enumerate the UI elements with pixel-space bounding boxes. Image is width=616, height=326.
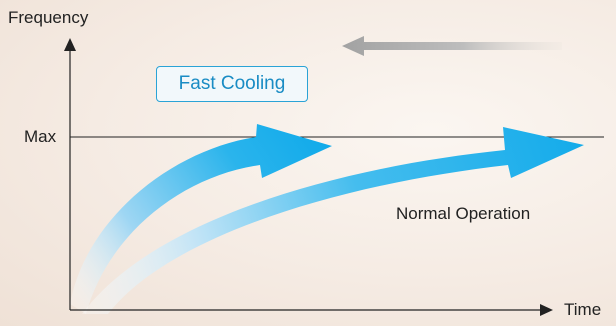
- max-label: Max: [24, 127, 57, 146]
- direction-arrow-icon: [342, 36, 562, 56]
- y-axis-arrow-icon: [64, 38, 76, 51]
- fast-cooling-arrow: [70, 124, 332, 314]
- normal-operation-label: Normal Operation: [396, 204, 531, 223]
- x-axis-label: Time: [564, 300, 602, 319]
- normal-operation-arrow: [82, 127, 584, 314]
- y-axis-label: Frequency: [8, 8, 89, 27]
- fast-cooling-label: Fast Cooling: [156, 66, 308, 102]
- x-axis-arrow-icon: [540, 304, 553, 316]
